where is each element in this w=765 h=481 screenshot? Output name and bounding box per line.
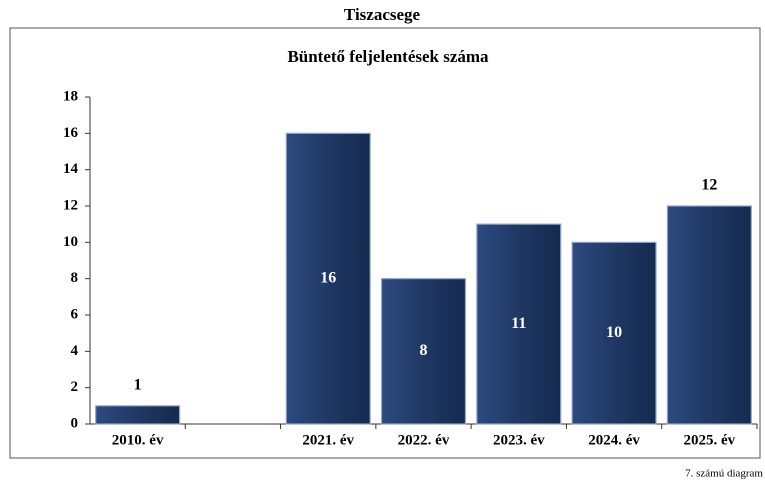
- y-tick-label: 14: [63, 161, 79, 177]
- y-tick-label: 0: [71, 415, 79, 431]
- footer: 7. számú diagram: [685, 468, 763, 480]
- x-tick-label: 2021. év: [302, 432, 354, 448]
- data-label: 1: [134, 377, 142, 394]
- y-tick-label: 2: [71, 379, 79, 395]
- data-label: 10: [606, 324, 622, 341]
- chart-frame: [9, 27, 761, 459]
- bar: [95, 405, 181, 425]
- y-tick-label: 10: [63, 234, 78, 250]
- bar: [666, 205, 752, 425]
- bar: [380, 278, 467, 425]
- data-label: 16: [320, 269, 336, 286]
- x-tick-label: 2025. év: [684, 432, 736, 448]
- data-label: 8: [420, 342, 428, 359]
- data-label: 12: [701, 177, 717, 194]
- bar: [285, 132, 371, 425]
- x-tick-label: 2010. év: [112, 432, 164, 448]
- x-tick-label: 2022. év: [398, 432, 450, 448]
- page-title: Tiszacsege: [344, 5, 421, 24]
- chart-title: Büntető feljelentések száma: [287, 47, 489, 66]
- bar: [571, 241, 657, 425]
- x-tick-label: 2023. év: [493, 432, 545, 448]
- y-tick-label: 12: [63, 197, 78, 213]
- y-tick-label: 6: [71, 306, 79, 322]
- data-label: 11: [511, 315, 526, 332]
- y-tick-label: 18: [63, 88, 78, 104]
- y-tick-label: 16: [63, 125, 79, 141]
- y-tick-label: 8: [71, 270, 79, 286]
- x-tick-label: 2024. év: [588, 432, 640, 448]
- y-tick-label: 4: [71, 343, 79, 359]
- bar: [476, 223, 562, 425]
